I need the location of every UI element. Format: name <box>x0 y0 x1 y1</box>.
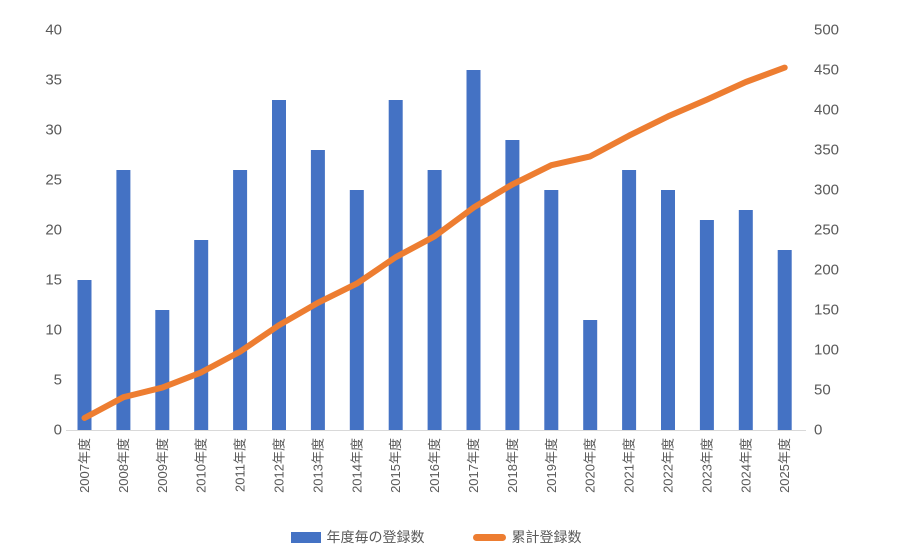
bar-series-label: 年度毎の登録数 <box>326 529 425 545</box>
right-axis-tick-label: 350 <box>814 142 839 159</box>
bar <box>310 150 325 430</box>
x-axis-tick-label: 2011年度 <box>233 438 248 492</box>
left-axis-tick-label: 10 <box>45 322 62 339</box>
x-axis-tick-label: 2024年度 <box>738 438 753 493</box>
x-axis-tick-label: 2022年度 <box>661 438 676 493</box>
bar <box>272 100 286 430</box>
bar <box>583 320 598 430</box>
bar <box>388 100 403 430</box>
x-axis-tick-label: 2016年度 <box>427 438 442 493</box>
right-axis-tick-label: 50 <box>814 382 831 399</box>
right-axis-tick-label: 100 <box>814 342 839 359</box>
x-axis-tick-label: 2010年度 <box>194 438 209 493</box>
bar <box>699 220 714 430</box>
bar <box>505 140 520 430</box>
x-axis-tick-label: 2021年度 <box>622 438 637 493</box>
left-axis-tick-label: 15 <box>45 272 62 289</box>
legend: 年度毎の登録数 累計登録数 <box>0 530 872 544</box>
cumulative-line <box>81 64 788 421</box>
bar <box>544 190 559 430</box>
bar-series-swatch-icon <box>290 531 321 543</box>
legend-item-yearly-registrations: 年度毎の登録数 <box>290 529 425 545</box>
bar <box>77 280 92 430</box>
left-axis-tick-label: 35 <box>45 72 62 89</box>
bar <box>233 170 248 430</box>
left-axis-tick-label: 5 <box>54 372 62 389</box>
legend-item-cumulative-registrations: 累計登録数 <box>472 529 582 545</box>
right-axis-tick-label: 450 <box>814 62 839 79</box>
left-axis-tick-label: 20 <box>45 222 62 239</box>
x-axis-tick-label: 2018年度 <box>505 438 520 493</box>
left-axis-tick-label: 25 <box>45 172 62 189</box>
x-axis-tick-label: 2007年度 <box>77 438 92 493</box>
left-axis-tick-label: 40 <box>45 22 62 39</box>
left-axis-tick-label: 0 <box>54 422 62 439</box>
x-axis-tick-label: 2012年度 <box>272 438 287 493</box>
bar <box>427 170 442 430</box>
bar <box>466 70 481 430</box>
right-axis-tick-label: 150 <box>814 302 839 319</box>
bar <box>738 210 753 430</box>
line-series-label: 累計登録数 <box>511 529 582 545</box>
right-axis-tick-label: 400 <box>814 102 839 119</box>
left-axis-tick-label: 30 <box>45 122 62 139</box>
bar <box>661 190 675 430</box>
right-axis-tick-label: 0 <box>814 422 822 439</box>
x-axis-tick-label: 2009年度 <box>155 438 170 493</box>
right-axis-tick-label: 250 <box>814 222 839 239</box>
bar <box>777 250 792 430</box>
bar <box>349 190 364 430</box>
bar <box>622 170 637 430</box>
x-axis-tick-label: 2008年度 <box>116 438 131 493</box>
x-axis-tick-label: 2025年度 <box>777 438 792 493</box>
line-series-swatch-icon <box>472 533 506 541</box>
x-axis-tick-label: 2017年度 <box>466 438 481 493</box>
x-axis-tick-label: 2014年度 <box>349 438 364 493</box>
right-axis-tick-label: 300 <box>814 182 839 199</box>
x-axis-tick-label: 2023年度 <box>699 438 714 493</box>
x-axis-tick-label: 2013年度 <box>310 438 325 493</box>
right-axis-tick-label: 200 <box>814 262 839 279</box>
bar <box>194 240 209 430</box>
x-axis-tick-label: 2015年度 <box>388 438 403 493</box>
bar <box>116 170 131 430</box>
right-axis-tick-label: 500 <box>814 22 839 39</box>
bar <box>155 310 170 430</box>
x-axis-tick-label: 2020年度 <box>583 438 598 493</box>
x-axis-tick-label: 2019年度 <box>544 438 559 493</box>
